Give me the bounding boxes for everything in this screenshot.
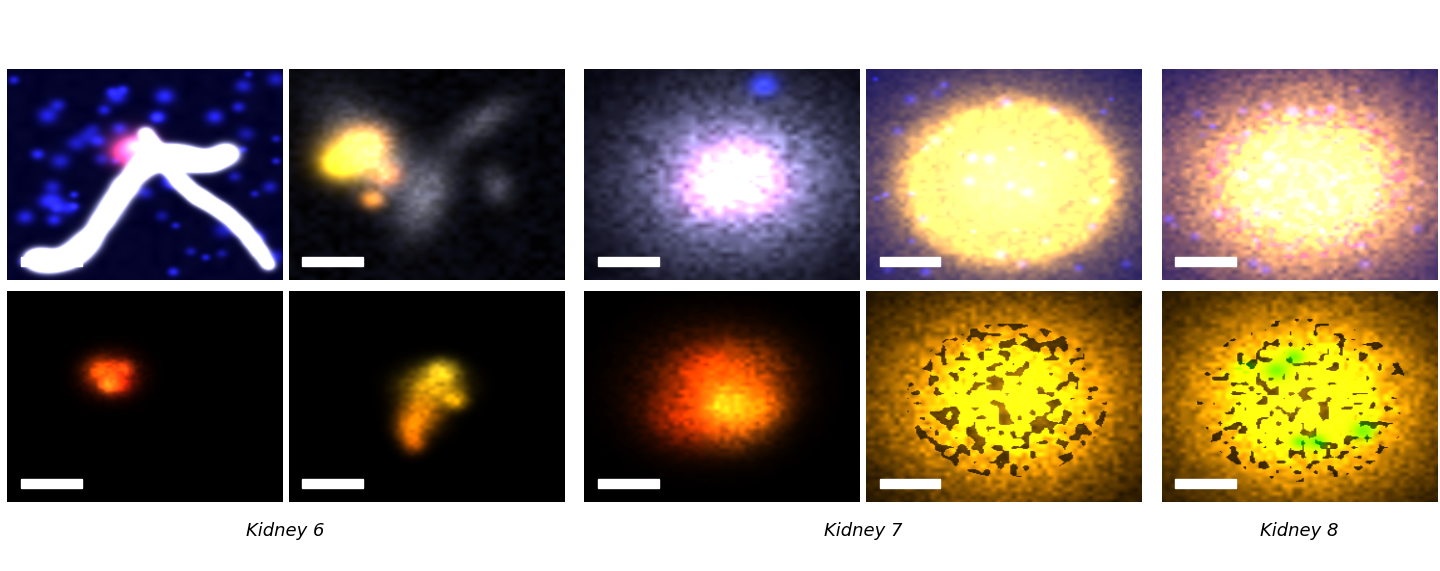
Text: Higher Specificity: Higher Specificity — [16, 51, 150, 66]
Bar — [880, 257, 940, 266]
Bar — [22, 479, 82, 488]
Text: Lower Specificity: Lower Specificity — [1169, 51, 1300, 66]
Text: Kidney 6: Kidney 6 — [246, 522, 325, 541]
Text: Lower Specificity: Lower Specificity — [297, 51, 426, 66]
Bar — [1175, 479, 1236, 488]
Text: Kidney 8: Kidney 8 — [1260, 522, 1339, 541]
Text: Lower Specificity: Lower Specificity — [874, 51, 1004, 66]
Bar — [598, 257, 658, 266]
Bar — [302, 257, 363, 266]
Bar — [880, 479, 940, 488]
Bar — [1175, 257, 1236, 266]
Bar — [22, 257, 82, 266]
Bar — [598, 479, 658, 488]
Bar — [302, 479, 363, 488]
Text: Kidney 7: Kidney 7 — [824, 522, 901, 541]
Text: Higher Specificity: Higher Specificity — [593, 51, 727, 66]
